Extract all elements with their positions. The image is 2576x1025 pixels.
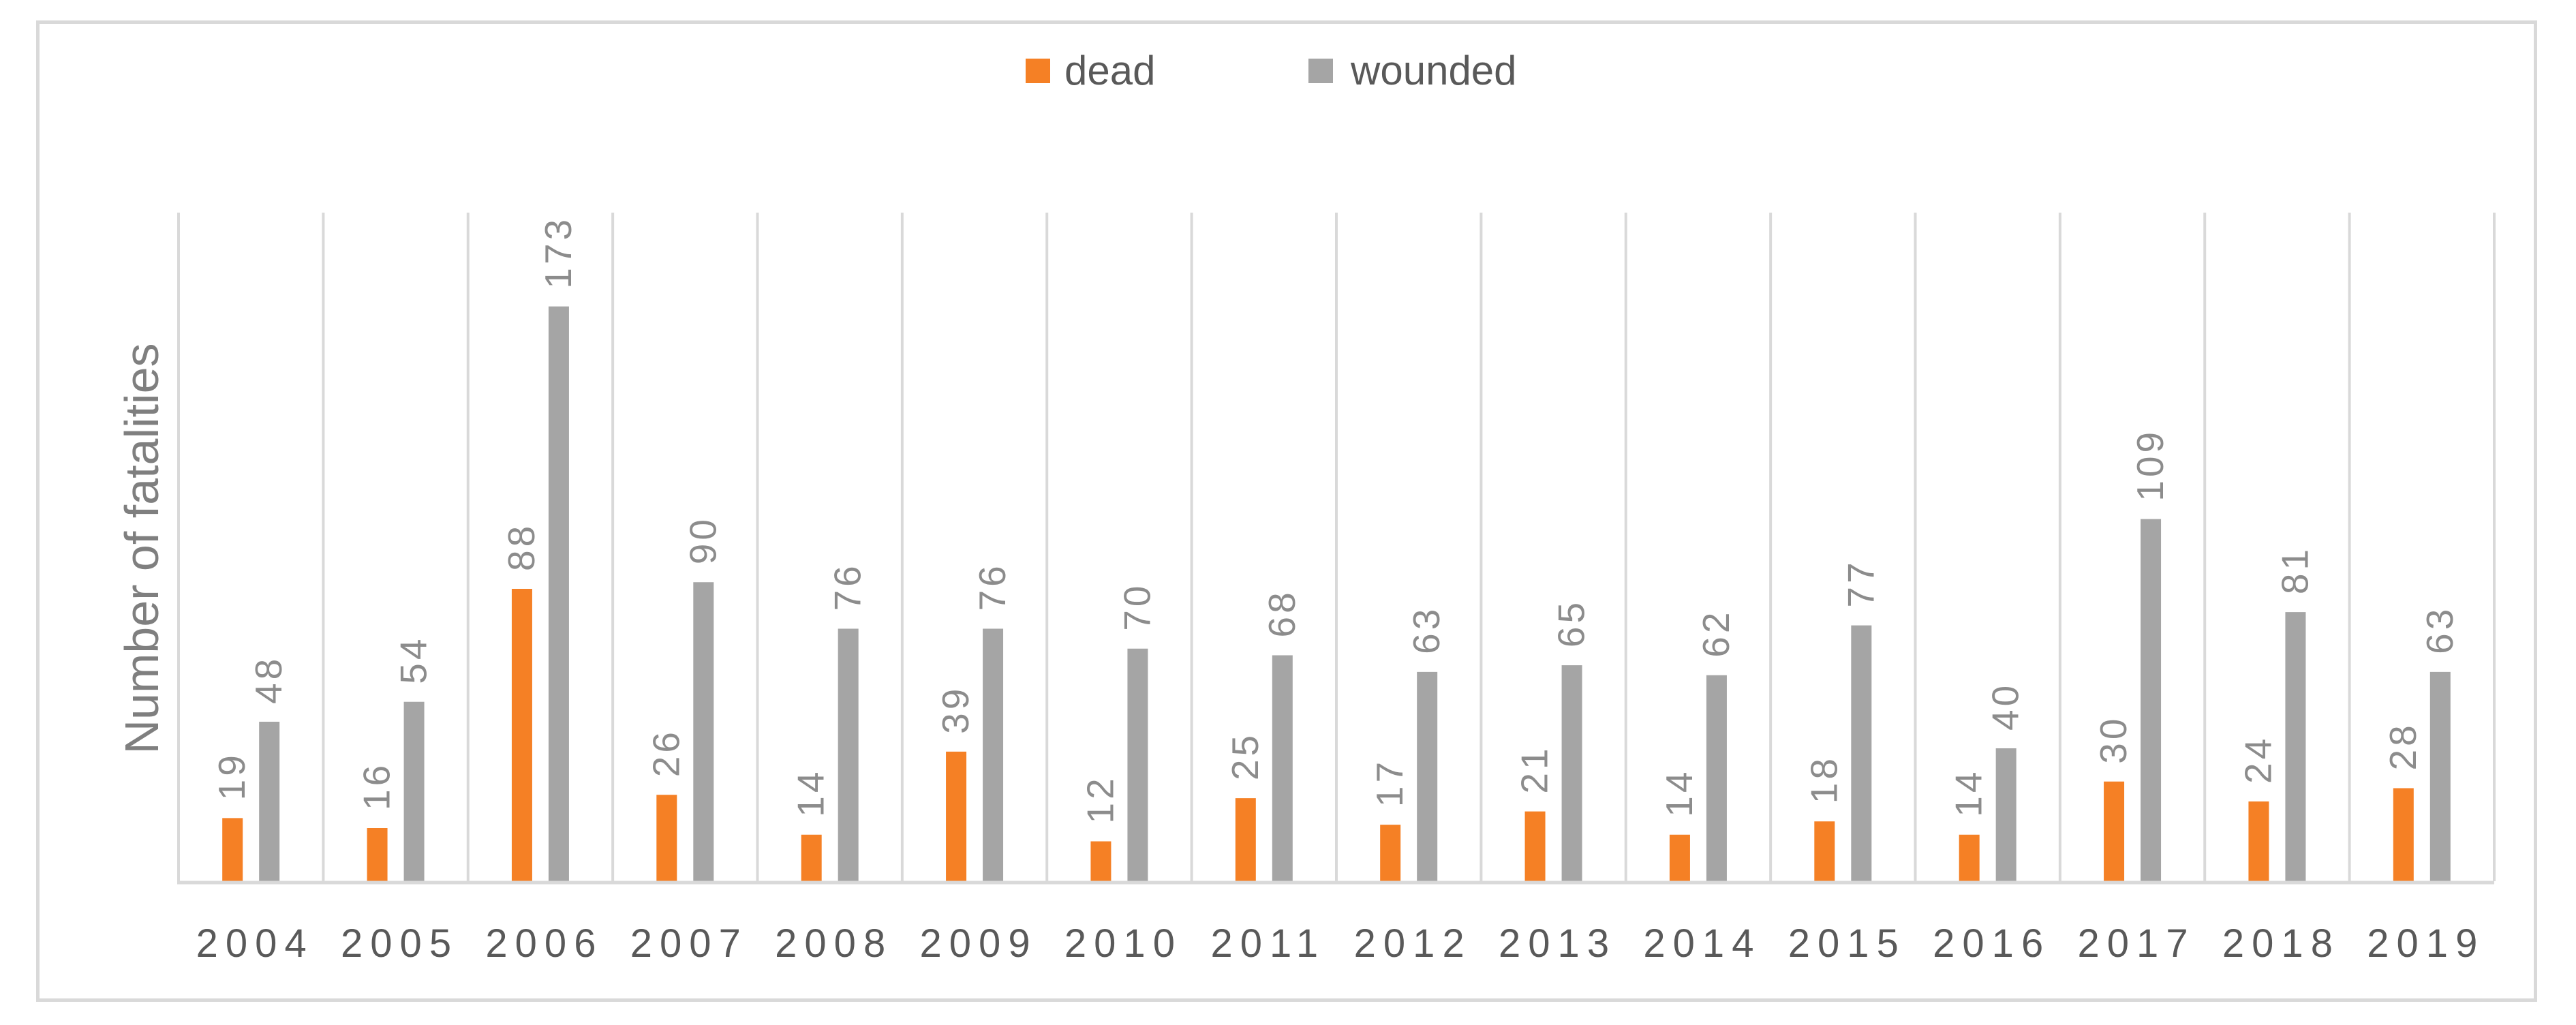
bar-dead-2019 [2393,788,2414,881]
data-label-wounded-2005: 54 [393,636,435,684]
bar-dead-2004 [222,818,243,881]
data-label-wounded-2004: 48 [247,656,290,704]
bar-wounded-2008 [838,628,859,881]
data-label-wounded-2006: 173 [537,216,579,289]
x-tick-label: 2009 [920,921,1038,966]
data-label-dead-2010: 12 [1079,775,1121,823]
bar-dead-2008 [801,834,822,881]
x-tick-label: 2014 [1643,921,1761,966]
data-label-wounded-2019: 63 [2419,606,2461,654]
bar-dead-2009 [946,751,967,881]
x-tick-label: 2006 [485,921,603,966]
x-tick-label: 2019 [2367,921,2485,966]
data-label-wounded-2007: 90 [681,516,724,564]
bar-dead-2013 [1524,811,1546,881]
legend-swatch-dead [1026,59,1050,83]
data-label-dead-2014: 14 [1658,769,1700,817]
x-tick-label: 2016 [1933,921,2051,966]
legend-swatch-wounded [1308,59,1333,83]
bar-dead-2016 [1959,834,1980,881]
x-tick-label: 2017 [2078,921,2196,966]
bar-dead-2005 [367,828,388,881]
data-label-dead-2005: 16 [356,762,398,810]
data-label-wounded-2018: 81 [2273,546,2316,594]
data-label-dead-2013: 21 [1514,745,1556,793]
bar-dead-2010 [1090,841,1111,881]
bar-wounded-2014 [1706,675,1727,881]
x-tick-label: 2010 [1064,921,1182,966]
data-label-dead-2009: 39 [934,686,977,734]
legend: dead wounded [1026,48,1517,93]
data-label-wounded-2009: 76 [971,562,1013,611]
bar-dead-2012 [1380,825,1401,881]
bar-dead-2007 [656,795,677,881]
bar-wounded-2005 [403,701,425,881]
bar-dead-2011 [1235,798,1256,881]
data-label-wounded-2013: 65 [1550,599,1593,647]
data-label-dead-2015: 18 [1803,755,1845,804]
data-label-dead-2008: 14 [790,769,832,817]
x-tick-label: 2005 [341,921,459,966]
data-label-dead-2004: 19 [211,752,253,800]
bar-dead-2014 [1669,834,1690,881]
data-label-wounded-2017: 109 [2129,429,2171,502]
data-labels: 19 48 16 54 88 173 26 90 14 76 39 76 12 70 25 68 17 63 21 6… [211,216,2461,824]
x-tick-label: 2007 [630,921,748,966]
bar-wounded-2010 [1127,648,1148,881]
bar-wounded-2006 [548,306,569,881]
bar-wounded-2012 [1417,671,1438,881]
data-label-wounded-2008: 76 [827,562,869,611]
x-tick-label: 2015 [1788,921,1906,966]
bar-dead-2006 [511,589,532,881]
data-label-dead-2016: 14 [1948,769,1990,817]
bar-wounded-2004 [259,722,280,881]
bar-wounded-2009 [983,628,1004,881]
chart-frame [36,20,2537,1002]
bar-wounded-2017 [2141,519,2162,881]
data-label-dead-2011: 25 [1224,732,1266,780]
x-axis-ticks: 2004 2005 2006 2007 2008 2009 2010 2011 2012 2013… [196,921,2485,966]
bars [222,306,2451,881]
bar-wounded-2013 [1561,665,1582,881]
x-tick-label: 2008 [775,921,893,966]
bar-wounded-2015 [1851,625,1872,881]
bar-dead-2018 [2248,801,2269,881]
x-tick-label: 2011 [1210,921,1325,966]
x-tick-label: 2012 [1354,921,1472,966]
x-tick-label: 2018 [2222,921,2340,966]
data-label-dead-2019: 28 [2382,722,2424,770]
legend-label-dead: dead [1064,48,1155,93]
legend-label-wounded: wounded [1350,48,1517,93]
bar-wounded-2007 [693,582,714,881]
data-label-dead-2006: 88 [500,523,542,571]
bar-wounded-2011 [1272,655,1293,881]
data-label-dead-2007: 26 [645,729,687,777]
bar-wounded-2016 [1995,748,2017,881]
data-label-wounded-2016: 40 [1984,682,2027,731]
data-label-dead-2012: 17 [1368,759,1411,807]
bar-wounded-2018 [2285,612,2306,881]
x-tick-label: 2013 [1499,921,1616,966]
x-tick-label: 2004 [196,921,314,966]
data-label-wounded-2010: 70 [1116,583,1158,631]
data-label-wounded-2011: 68 [1261,589,1303,637]
y-axis-label: Number of fatalities [115,343,168,754]
data-label-dead-2017: 30 [2092,716,2134,764]
bar-dead-2015 [1814,821,1835,881]
gridlines [177,213,2496,881]
data-label-wounded-2015: 77 [1839,559,1882,607]
data-label-wounded-2012: 63 [1405,606,1447,654]
bar-wounded-2019 [2429,671,2451,881]
bar-dead-2017 [2104,781,2125,881]
data-label-dead-2018: 24 [2237,735,2279,784]
data-label-wounded-2014: 62 [1695,609,1737,658]
